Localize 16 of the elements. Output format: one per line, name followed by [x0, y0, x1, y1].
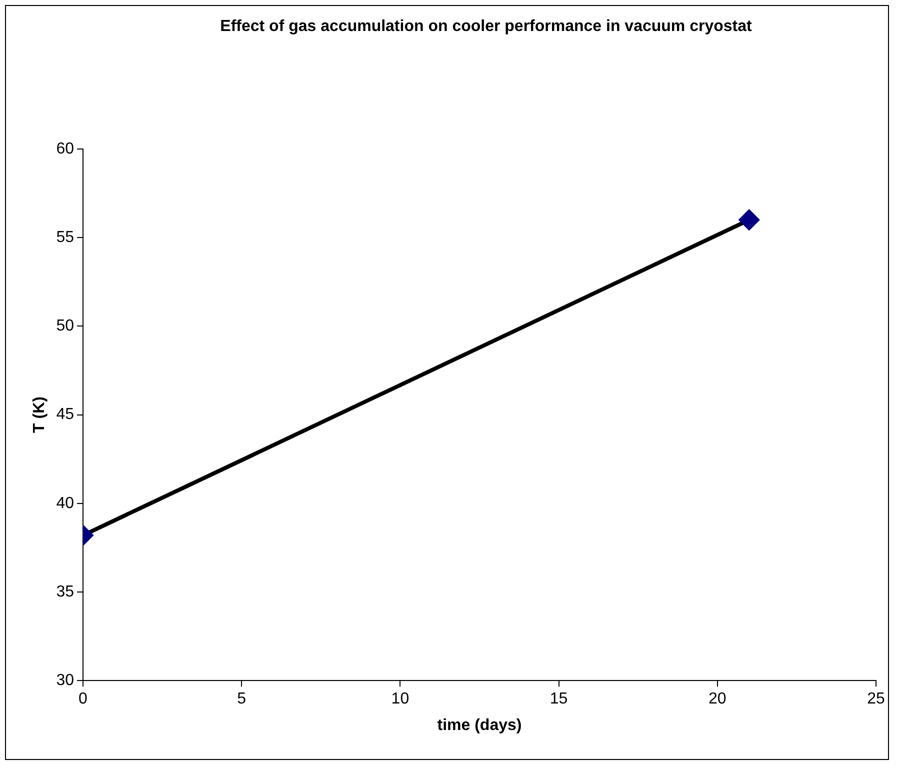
x-tick-label: 25: [867, 690, 885, 708]
x-tick-label: 5: [237, 690, 246, 708]
y-tick-label: 55: [56, 229, 74, 246]
y-tick-label: 45: [56, 406, 74, 424]
y-tick-label: 50: [56, 318, 74, 335]
x-tick-label: 10: [391, 690, 410, 708]
y-tick-label: 60: [56, 140, 74, 158]
x-tick-label: 20: [708, 690, 726, 708]
y-tick-label: 35: [56, 583, 74, 600]
y-tick-label: 40: [56, 494, 74, 512]
y-axis-title: T (K): [31, 396, 48, 434]
x-axis-title: time (days): [437, 716, 522, 734]
chart-title: Effect of gas accumulation on cooler performance in vacuum cryostat: [219, 18, 753, 36]
x-tick-label: 0: [78, 690, 88, 708]
x-tick-label: 15: [550, 690, 568, 708]
y-tick-label: 30: [56, 672, 74, 690]
